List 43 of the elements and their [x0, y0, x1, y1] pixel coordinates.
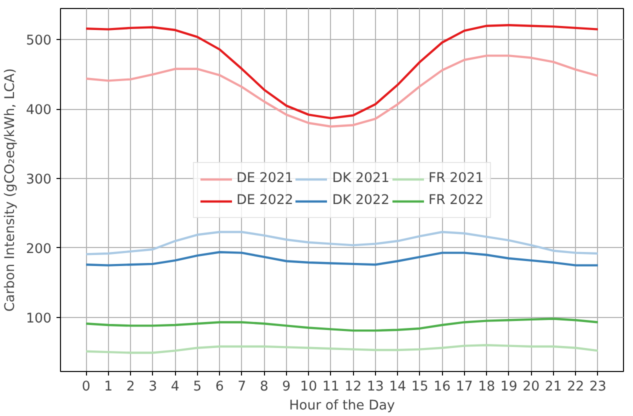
- line-series: [84, 24, 600, 120]
- x-tick-label: 1: [104, 380, 113, 394]
- x-tick-label: 18: [478, 380, 496, 394]
- x-tick-label: 12: [344, 380, 362, 394]
- x-tick-label: 14: [389, 380, 406, 394]
- x-tick-label: 22: [567, 380, 584, 394]
- y-axis-title: Carbon Intensity (gCO₂eq/kWh, LCA): [3, 68, 18, 312]
- legend-label: DK 2022: [332, 193, 390, 208]
- x-tick-label: 23: [589, 380, 606, 394]
- x-tick-label: 16: [434, 380, 451, 394]
- x-tick-label: 13: [366, 380, 384, 394]
- legend-label: FR 2021: [428, 171, 484, 186]
- line-series: [84, 54, 600, 128]
- x-tick-label: 5: [193, 380, 202, 394]
- y-tick-label: 400: [26, 103, 52, 118]
- y-tick-label: 200: [26, 242, 52, 257]
- x-tick-label: 10: [300, 380, 318, 394]
- y-tick-label: 500: [26, 34, 52, 49]
- legend-label: FR 2022: [428, 193, 484, 208]
- y-tick-label: 300: [26, 172, 52, 188]
- x-tick-label: 0: [82, 380, 90, 394]
- legend-label: DK 2021: [332, 171, 390, 186]
- x-tick-label: 9: [282, 380, 291, 394]
- x-tick-label: 2: [126, 380, 135, 394]
- x-tick-label: 7: [238, 380, 246, 394]
- x-tick-label: 21: [544, 380, 562, 394]
- x-tick-label: 19: [500, 380, 518, 394]
- x-tick-label: 15: [411, 380, 428, 394]
- x-tick-label: 20: [522, 380, 540, 394]
- legend-label: DE 2022: [236, 193, 294, 208]
- x-tick-label: 6: [215, 380, 224, 394]
- x-axis-title: Hour of the Day: [289, 398, 396, 414]
- x-tick-label: 17: [456, 380, 473, 394]
- line-series: [84, 251, 600, 266]
- x-tick-label: 3: [148, 380, 158, 394]
- line-series: [84, 230, 600, 256]
- x-tick-label: 11: [322, 380, 340, 394]
- x-tick-label: 8: [260, 380, 268, 394]
- x-tick-label: 4: [170, 380, 180, 394]
- y-tick-label: 100: [26, 311, 52, 326]
- legend-label: DE 2021: [236, 171, 294, 186]
- line-series: [84, 318, 600, 332]
- line-series: [84, 344, 600, 354]
